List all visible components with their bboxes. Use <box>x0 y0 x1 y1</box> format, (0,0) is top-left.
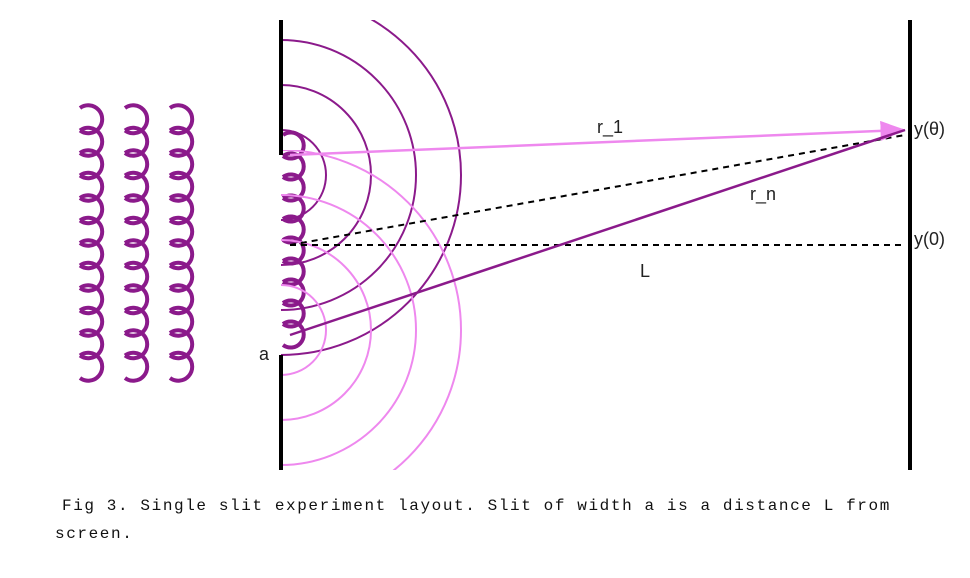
label-r1: r_1 <box>597 117 623 138</box>
diagram: r_1 r_n L a y(θ) y(0) <box>78 20 945 470</box>
ray-rn <box>289 128 906 337</box>
curl-column <box>281 130 306 350</box>
label-y-theta: y(θ) <box>914 119 945 139</box>
label-y-zero: y(0) <box>914 229 945 249</box>
label-L: L <box>640 261 650 281</box>
label-rn: r_n <box>750 184 776 205</box>
curl-column <box>78 103 105 383</box>
pink-arcs <box>281 150 462 470</box>
caption: Fig 3. Single slit experiment layout. Sl… <box>55 497 891 543</box>
ray-r1 <box>289 120 906 157</box>
center-ray <box>289 134 906 246</box>
curl-column <box>123 103 150 383</box>
wave-curls <box>78 103 306 383</box>
curl-column <box>168 103 195 383</box>
label-a: a <box>259 344 270 364</box>
